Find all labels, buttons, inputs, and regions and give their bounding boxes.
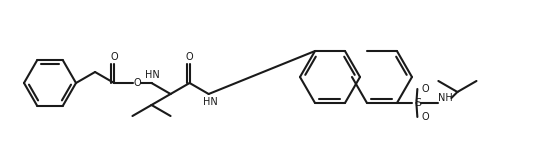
Text: O: O — [422, 112, 429, 122]
Text: O: O — [110, 52, 118, 62]
Text: S: S — [414, 98, 421, 108]
Text: O: O — [134, 78, 142, 88]
Text: O: O — [186, 52, 193, 62]
Text: HN: HN — [145, 70, 160, 80]
Text: O: O — [422, 84, 429, 94]
Text: NH: NH — [438, 93, 452, 103]
Text: HN: HN — [203, 97, 218, 107]
